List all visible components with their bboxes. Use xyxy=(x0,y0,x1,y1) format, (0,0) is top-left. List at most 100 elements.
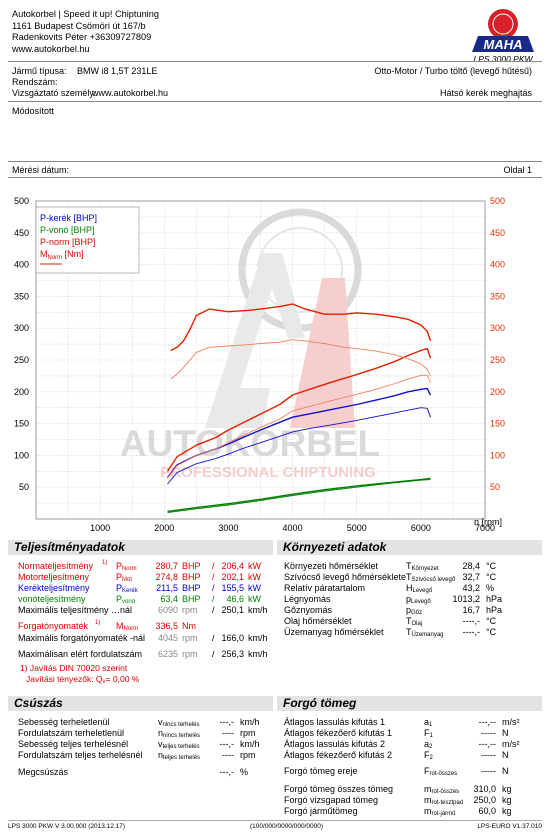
env-row-label: Relatív páratartalom xyxy=(284,583,366,593)
tester-label: Vizsgáztató személy: xyxy=(12,88,97,98)
slip-row-symbol-symbol: n xyxy=(158,750,164,760)
slip-row-symbol: vteljes terhelés xyxy=(158,739,200,750)
correction-factor-sub: v xyxy=(102,679,106,685)
page-number: Oldal 1 xyxy=(503,165,532,175)
correction-factor-value: = 0,00 % xyxy=(105,674,140,684)
perf-row-value-bhp: 211,5 xyxy=(156,583,178,593)
perf-row-unit-bhp: BHP xyxy=(182,583,201,593)
plot-frame xyxy=(35,200,486,520)
mass-row-symbol-subscript: rot-összes xyxy=(429,771,458,777)
env-row-value: 32,7 xyxy=(462,572,480,582)
mass-row-symbol-symbol: m xyxy=(424,806,432,816)
x-tick: 7000 xyxy=(475,523,495,533)
y-tick-right: 250 xyxy=(490,355,505,365)
env-row-unit: °C xyxy=(486,616,497,626)
env-row-symbol: TOlaj xyxy=(406,616,422,627)
max-rpm-unit-kmh: km/h xyxy=(248,649,268,659)
perf-row-label: Normateljesítmény xyxy=(18,561,94,571)
maha-logo-text: MAHA xyxy=(484,37,523,52)
y-tick-left: 200 xyxy=(14,387,29,397)
perf-row-unit-bhp: BHP xyxy=(182,561,201,571)
perf-row-value-kw: 202,1 xyxy=(221,572,244,582)
env-row-symbol-symbol: p xyxy=(406,594,412,604)
perf-row-slash: / xyxy=(212,583,215,593)
env-row-symbol-subscript: Levegő xyxy=(412,588,433,594)
perf-row-symbol-subscript: Mot xyxy=(122,577,133,583)
slip-row-symbol-subscript: teljes terhelés xyxy=(162,744,200,750)
legend-wheel-power: P-kerék [BHP] xyxy=(40,213,97,223)
mass-row-symbol-symbol: F xyxy=(424,750,430,760)
env-row-label: Szívócső levegő hőmérséklete xyxy=(284,572,407,582)
mass-row-symbol: Frot-összes xyxy=(424,766,457,777)
perf-row-note: 1) xyxy=(102,560,108,566)
correction-factor: Javítási tényezők: Qv= 0,00 % xyxy=(26,674,139,685)
slip-row-symbol-subscript: nincs terhelés xyxy=(162,722,200,728)
mass-row-symbol: mrot-tesztpad xyxy=(424,795,463,806)
mass-row-unit: kg xyxy=(502,806,512,816)
dyno-chart: 50 100 150 200 250 300 350 400 450 500 50 100 150 200… xyxy=(14,196,505,533)
env-row-label: Légnyomás xyxy=(284,594,331,604)
env-row-symbol: TSzívócső levegő xyxy=(406,572,455,583)
mass-row-unit: m/s² xyxy=(502,717,520,727)
x-axis-unit: n [rpm] xyxy=(474,517,502,527)
env-row-symbol-subscript: Környezet xyxy=(411,566,439,572)
date-label: Mérési dátum: xyxy=(12,165,70,175)
company-name: Autokorbel | Speed it up! Chiptuning xyxy=(12,9,159,19)
y-tick-right: 300 xyxy=(490,323,505,333)
slip-row-unit: rpm xyxy=(240,750,256,760)
series-line xyxy=(167,477,431,513)
mass-row-unit: m/s² xyxy=(502,739,520,749)
torque-value: 336,5 xyxy=(155,621,178,631)
env-row-value: 43,2 xyxy=(462,583,480,593)
y-tick-right: 100 xyxy=(490,450,505,460)
mass-row-symbol-subscript: 1 xyxy=(429,722,433,728)
env-row-symbol-symbol: T xyxy=(406,627,412,637)
mass-row-value: 250,0 xyxy=(473,795,496,805)
perf-row-symbol: PMot xyxy=(116,572,132,583)
performance-section-title: Teljesítményadatok xyxy=(8,540,273,555)
mass-row-value: ---,-- xyxy=(478,717,497,727)
mass-row-value: ----- xyxy=(481,766,496,776)
slip-row-unit: km/h xyxy=(240,717,260,727)
torque-unit: Nm xyxy=(182,621,196,631)
mass-row-unit: N xyxy=(502,766,509,776)
modified-label: Módosított xyxy=(12,106,55,116)
mass-row-label: Átlagos lassulás kifutás 2 xyxy=(284,739,386,749)
env-row-value: ----,- xyxy=(462,627,481,637)
max-torque-value-kmh: 166,0 xyxy=(221,633,244,643)
perf-row-symbol: Pvonó xyxy=(116,594,135,605)
max-power-unit-rpm: rpm xyxy=(182,605,198,615)
slip-row-value: ---- xyxy=(222,728,234,738)
env-row-unit: °C xyxy=(486,561,497,571)
slip-row-value: ---,- xyxy=(219,717,235,727)
perf-row-label: Motorteljesítmény xyxy=(18,572,90,582)
slip-row-unit: rpm xyxy=(240,728,256,738)
max-power-value-kmh: 250,1 xyxy=(221,605,244,615)
x-tick: 4000 xyxy=(283,523,303,533)
slip-row-symbol-subscript: teljes terhelés xyxy=(163,755,201,761)
max-rpm-label: Maximálisan elért fordulatszám xyxy=(18,649,143,659)
x-tick: 5000 xyxy=(347,523,367,533)
mass-row-symbol: F2 xyxy=(424,750,433,761)
torque-symbol-subscript: Norm xyxy=(123,626,139,632)
y-tick-left: 500 xyxy=(14,196,29,206)
perf-row-unit-bhp: BHP xyxy=(182,594,201,604)
max-rpm-unit-rpm: rpm xyxy=(182,649,198,659)
max-torque-unit-kmh: km/h xyxy=(248,633,268,643)
y-tick-left: 100 xyxy=(14,450,29,460)
mass-row-unit: N xyxy=(502,728,509,738)
legend-norm-power: P-norm [BHP] xyxy=(40,237,96,247)
env-row-symbol: pGőz xyxy=(406,605,422,616)
company-contact: Radenkovits Péter +36309727809 xyxy=(12,32,152,42)
plate-label: Rendszám: xyxy=(12,77,58,87)
mass-row-symbol-subscript: rot-jármű xyxy=(431,811,456,817)
env-row-symbol-symbol: T xyxy=(406,572,412,582)
mass-row-label: Átlagos fékezőerő kifutás 2 xyxy=(284,750,393,760)
perf-row-slash: / xyxy=(212,594,215,604)
company-address: 1161 Budapest Csömöri út 167/b xyxy=(12,20,146,31)
y-tick-right: 50 xyxy=(490,482,500,492)
mass-row-symbol-subscript: 2 xyxy=(429,755,433,761)
mass-row-unit: kg xyxy=(502,795,512,805)
slip-row-symbol-symbol: v xyxy=(158,717,163,727)
perf-row-unit-kw: kW xyxy=(248,583,261,593)
